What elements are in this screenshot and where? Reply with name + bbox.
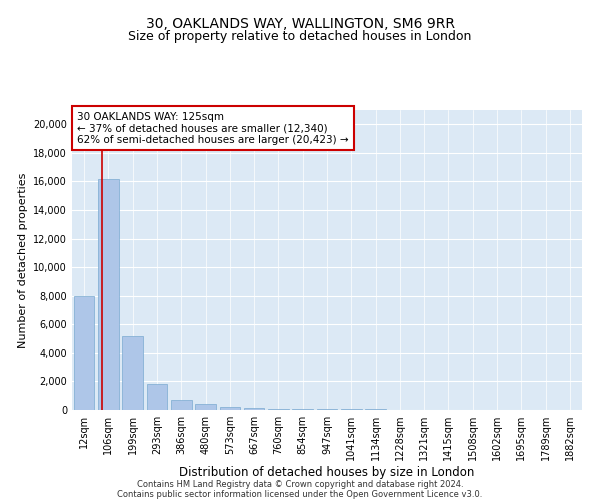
Text: 30, OAKLANDS WAY, WALLINGTON, SM6 9RR: 30, OAKLANDS WAY, WALLINGTON, SM6 9RR [146,18,455,32]
Bar [122,336,143,410]
X-axis label: Distribution of detached houses by size in London: Distribution of detached houses by size … [179,466,475,479]
Text: Size of property relative to detached houses in London: Size of property relative to detached ho… [128,30,472,43]
Text: Contains HM Land Registry data © Crown copyright and database right 2024.: Contains HM Land Registry data © Crown c… [137,480,463,489]
Bar [146,384,167,410]
Text: Contains public sector information licensed under the Open Government Licence v3: Contains public sector information licen… [118,490,482,499]
Bar [74,296,94,410]
Bar [171,400,191,410]
Bar [292,409,313,410]
Bar [98,178,119,410]
Bar [195,404,216,410]
Bar [244,408,265,410]
Y-axis label: Number of detached properties: Number of detached properties [18,172,28,348]
Bar [268,408,289,410]
Bar [220,407,240,410]
Text: 30 OAKLANDS WAY: 125sqm
← 37% of detached houses are smaller (12,340)
62% of sem: 30 OAKLANDS WAY: 125sqm ← 37% of detache… [77,112,349,144]
